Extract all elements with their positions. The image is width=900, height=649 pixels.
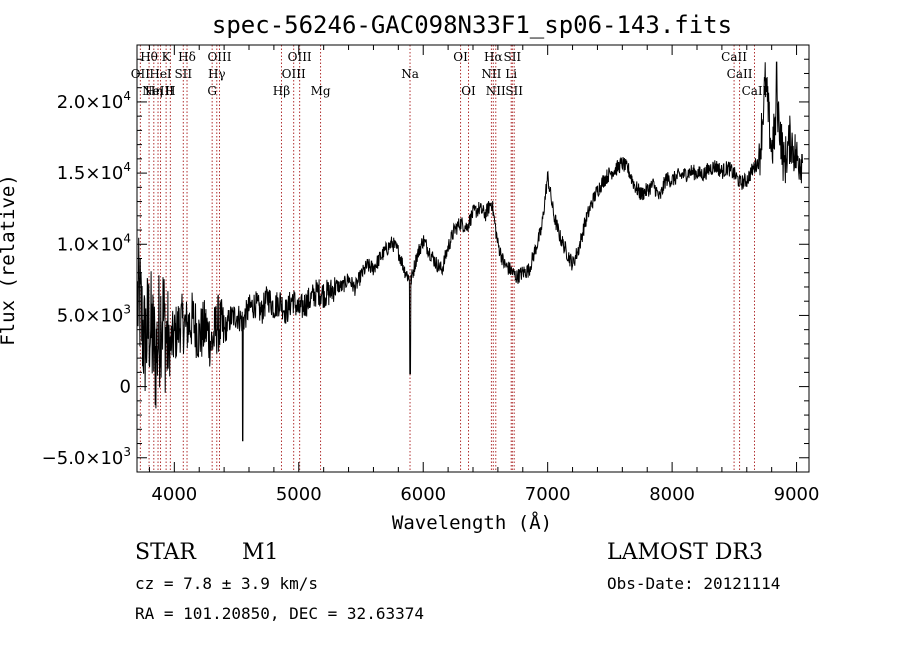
line-label-22: Li: [505, 67, 517, 81]
line-label-20: Hα: [484, 50, 503, 64]
line-label-13: OIII: [282, 67, 306, 81]
spectrum-series: [137, 61, 803, 442]
object-subclass: M1: [242, 540, 279, 565]
x-tick-label: 9000: [774, 484, 820, 505]
line-label-11: OIII: [207, 50, 231, 64]
x-tick-label: 6000: [400, 484, 446, 505]
line-label-9: G: [207, 84, 217, 98]
y-tick-label: 2.0×104: [57, 89, 131, 113]
line-label-19: NII: [481, 67, 501, 81]
y-tick-exponent: 3: [123, 302, 131, 316]
line-label-7: SII: [174, 67, 192, 81]
line-label-17: OI: [453, 50, 468, 64]
coordinates-info: RA = 101.20850, DEC = 32.63374: [135, 604, 424, 623]
y-tick-mantissa: −5.0×10: [42, 448, 124, 469]
y-tick-mantissa: 1.0×10: [57, 234, 124, 255]
line-label-27: CaII: [742, 84, 768, 98]
x-axis-label: Wavelength (Å): [392, 511, 552, 534]
survey-name: LAMOST DR3: [607, 540, 763, 565]
line-label-23: SII: [503, 50, 521, 64]
line-markers: [139, 45, 755, 472]
y-tick-label: 5.0×103: [57, 302, 131, 326]
x-tick-label: 5000: [276, 484, 322, 505]
x-tick-label: 4000: [151, 484, 197, 505]
line-label-21: NII: [486, 84, 506, 98]
line-label-0: Hθ: [140, 50, 158, 64]
y-tick-label: 1.5×104: [57, 160, 131, 184]
line-label-2: Hη: [145, 84, 163, 98]
line-label-5: K: [162, 50, 172, 64]
y-axis-label: Flux (relative): [0, 174, 19, 346]
line-label-8: Hδ: [178, 50, 196, 64]
line-label-16: Na: [401, 67, 419, 81]
redshift-info: cz = 7.8 ± 3.9 km/s: [135, 574, 319, 593]
y-tick-label: −5.0×103: [42, 445, 131, 469]
axis-ticks: 4000 5000 6000 7000 8000 9000−5.0×10305.0×103…: [42, 44, 820, 505]
x-tick-label: 7000: [525, 484, 571, 505]
y-tick-exponent: 4: [123, 231, 131, 245]
plot-frame: [136, 44, 810, 473]
line-label-14: OIII: [288, 50, 312, 64]
line-label-24: SII: [505, 84, 523, 98]
line-label-26: CaII: [727, 67, 753, 81]
line-label-25: CaII: [721, 50, 747, 64]
line-label-10: Hγ: [208, 67, 226, 81]
y-tick-mantissa: 0: [120, 377, 131, 398]
y-tick-mantissa: 2.0×10: [57, 92, 124, 113]
observation-date: Obs-Date: 20121114: [607, 574, 781, 593]
y-tick-exponent: 3: [123, 445, 131, 459]
line-label-3: NeIII: [142, 84, 174, 98]
chart-title: spec-56246-GAC098N33F1_sp06-143.fits: [212, 11, 732, 39]
line-label-18: OI: [461, 84, 476, 98]
spectrum-line: [137, 61, 803, 442]
y-tick-mantissa: 5.0×10: [57, 305, 124, 326]
y-tick-exponent: 4: [123, 89, 131, 103]
line-label-6: H: [165, 84, 175, 98]
line-label-12: Hβ: [273, 84, 290, 98]
line-label-1: OII: [131, 67, 151, 81]
y-tick-label: 0: [120, 377, 131, 398]
line-label-15: Mg: [311, 84, 331, 98]
y-tick-exponent: 4: [123, 160, 131, 174]
x-tick-label: 8000: [649, 484, 695, 505]
y-tick-label: 1.0×104: [57, 231, 131, 255]
y-tick-mantissa: 1.5×10: [57, 163, 124, 184]
object-class: STAR: [135, 540, 196, 565]
line-label-4: HeI: [149, 67, 172, 81]
